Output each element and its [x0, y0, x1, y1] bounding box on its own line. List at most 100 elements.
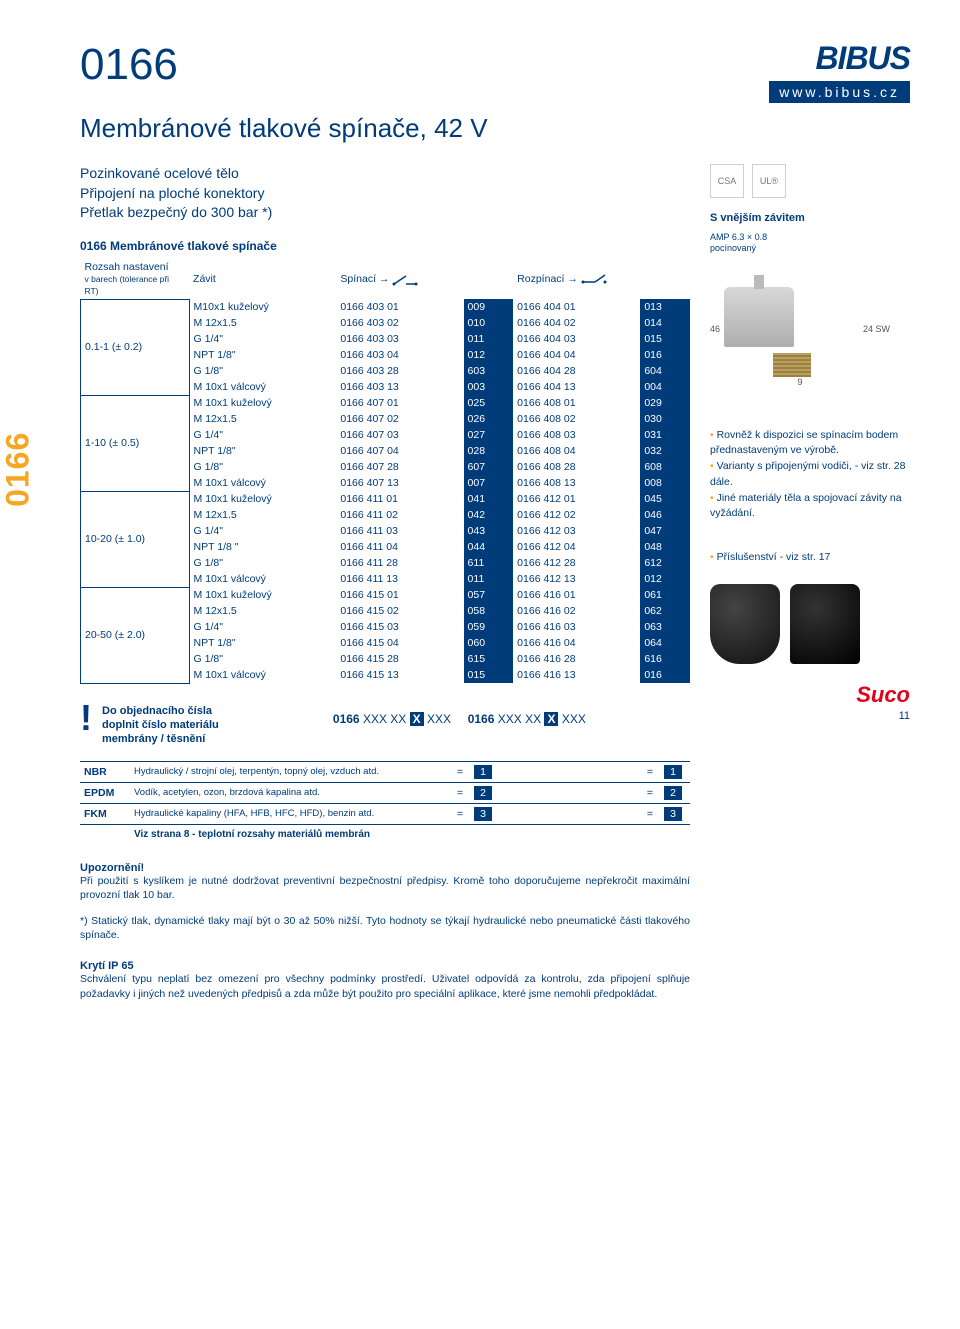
opening-code: 0166 404 04: [513, 347, 640, 363]
opening-code: 0166 404 28: [513, 363, 640, 379]
closing-variant: 003: [464, 379, 514, 395]
thread-cell: M 10x1 válcový: [189, 379, 336, 395]
range-cell: 1-10 (± 0.5): [81, 395, 190, 491]
closing-code: 0166 415 13: [336, 667, 463, 683]
closing-variant: 007: [464, 475, 514, 491]
closing-variant: 015: [464, 667, 514, 683]
opening-variant: 015: [640, 331, 690, 347]
pressure-switch-table: Rozsah nastavení v barech (tolerance při…: [80, 259, 690, 684]
feature-bullets: Rovněž k dispozici se spínacím bodem pře…: [710, 428, 910, 523]
opening-variant: 616: [640, 651, 690, 667]
closing-code: 0166 415 04: [336, 635, 463, 651]
closing-code: 0166 411 28: [336, 555, 463, 571]
opening-code: 0166 412 13: [513, 571, 640, 587]
closing-code: 0166 407 13: [336, 475, 463, 491]
thread-cell: M 12x1.5: [189, 603, 336, 619]
closing-variant: 027: [464, 427, 514, 443]
closing-code: 0166 403 01: [336, 299, 463, 315]
thread-cell: NPT 1/8": [189, 443, 336, 459]
thread-cell: G 1/4": [189, 331, 336, 347]
thread-cell: G 1/4": [189, 619, 336, 635]
closing-code: 0166 415 01: [336, 587, 463, 603]
opening-variant: 012: [640, 571, 690, 587]
closing-code: 0166 403 13: [336, 379, 463, 395]
opening-variant: 029: [640, 395, 690, 411]
logo-bibus: BIBUS: [769, 40, 910, 77]
part-diagram: 46 24 SW 9: [710, 254, 890, 414]
opening-variant: 013: [640, 299, 690, 315]
opening-variant: 608: [640, 459, 690, 475]
thread-cell: NPT 1/8": [189, 347, 336, 363]
accessory-image: [710, 584, 780, 664]
opening-code: 0166 412 01: [513, 491, 640, 507]
opening-code: 0166 408 13: [513, 475, 640, 491]
product-title: Membránové tlakové spínače, 42 V: [80, 113, 910, 144]
opening-code: 0166 416 13: [513, 667, 640, 683]
side-product-number: 0166: [0, 432, 37, 507]
product-number: 0166: [80, 40, 178, 90]
opening-variant: 048: [640, 539, 690, 555]
closing-variant: 043: [464, 523, 514, 539]
thread-cell: G 1/4": [189, 523, 336, 539]
opening-variant: 062: [640, 603, 690, 619]
opening-code: 0166 416 04: [513, 635, 640, 651]
opening-code: 0166 408 04: [513, 443, 640, 459]
closing-code: 0166 411 13: [336, 571, 463, 587]
col-thread: Závit: [189, 259, 336, 300]
opening-code: 0166 412 04: [513, 539, 640, 555]
opening-code: 0166 408 03: [513, 427, 640, 443]
closing-variant: 009: [464, 299, 514, 315]
thread-cell: M 10x1 válcový: [189, 667, 336, 683]
closing-code: 0166 415 28: [336, 651, 463, 667]
spec-line: Pozinkované ocelové tělo: [80, 164, 690, 184]
diagram-heading: S vnějším závitem: [710, 212, 910, 224]
closing-code: 0166 403 28: [336, 363, 463, 379]
suco-logo: Suco: [710, 682, 910, 708]
range-cell: 0.1-1 (± 0.2): [81, 299, 190, 395]
closing-code: 0166 415 03: [336, 619, 463, 635]
closing-variant: 059: [464, 619, 514, 635]
footnote: *) Statický tlak, dynamické tlaky mají b…: [80, 914, 690, 942]
warning-heading: Upozornění!: [80, 862, 690, 874]
accessory-note: Příslušenství - viz str. 17: [710, 550, 910, 566]
closing-code: 0166 403 02: [336, 315, 463, 331]
opening-code: 0166 404 02: [513, 315, 640, 331]
material-desc: Vodík, acetylen, ozon, brzdová kapalina …: [130, 782, 450, 803]
thread-cell: G 1/8": [189, 459, 336, 475]
opening-variant: 014: [640, 315, 690, 331]
opening-code: 0166 416 28: [513, 651, 640, 667]
thread-cell: NPT 1/8 ": [189, 539, 336, 555]
closing-variant: 607: [464, 459, 514, 475]
spec-line: Přetlak bezpečný do 300 bar *): [80, 203, 690, 223]
bullet-item: Rovněž k dispozici se spínacím bodem pře…: [710, 428, 910, 460]
material-num: 1: [474, 765, 492, 779]
opening-variant: 061: [640, 587, 690, 603]
range-cell: 20-50 (± 2.0): [81, 587, 190, 683]
thread-cell: M 10x1 kuželový: [189, 395, 336, 411]
closing-code: 0166 415 02: [336, 603, 463, 619]
thread-cell: G 1/8": [189, 555, 336, 571]
closing-variant: 026: [464, 411, 514, 427]
material-code: NBR: [80, 761, 130, 782]
thread-cell: M 10x1 kuželový: [189, 491, 336, 507]
closing-code: 0166 407 28: [336, 459, 463, 475]
closing-code: 0166 411 04: [336, 539, 463, 555]
thread-cell: G 1/8": [189, 363, 336, 379]
material-desc: Hydraulické kapaliny (HFA, HFB, HFC, HFD…: [130, 803, 450, 824]
closing-variant: 011: [464, 571, 514, 587]
bullet-item: Varianty s připojenými vodiči, - viz str…: [710, 459, 910, 491]
closing-code: 0166 411 01: [336, 491, 463, 507]
closing-variant: 011: [464, 331, 514, 347]
closing-variant: 058: [464, 603, 514, 619]
website-url: www.bibus.cz: [769, 81, 910, 103]
closing-variant: 057: [464, 587, 514, 603]
closing-variant: 041: [464, 491, 514, 507]
material-code: EPDM: [80, 782, 130, 803]
closing-variant: 611: [464, 555, 514, 571]
material-num: 2: [474, 786, 492, 800]
closing-code: 0166 411 02: [336, 507, 463, 523]
material-num: 3: [664, 807, 682, 821]
cert-ul-icon: UL®: [752, 164, 786, 198]
opening-code: 0166 412 28: [513, 555, 640, 571]
opening-variant: 008: [640, 475, 690, 491]
